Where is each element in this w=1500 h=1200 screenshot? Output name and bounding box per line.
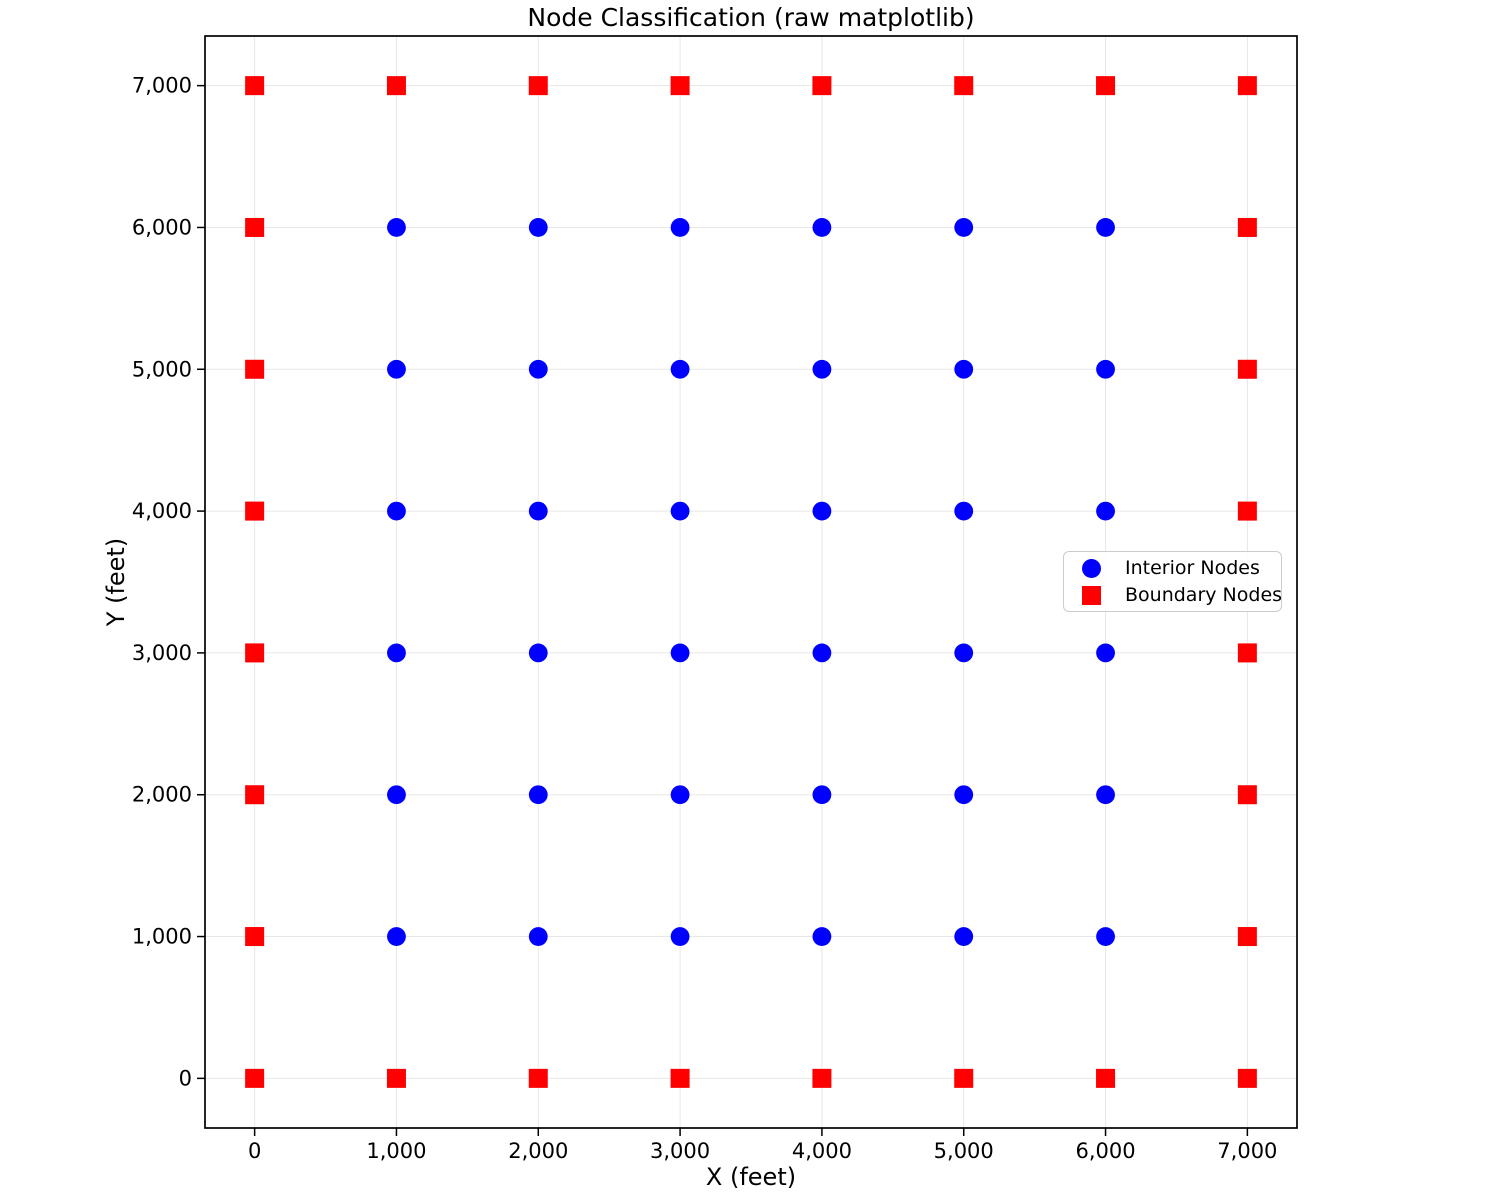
data-point: [528, 218, 548, 237]
data-point: [245, 1068, 265, 1088]
axis-ticks: [197, 84, 1249, 1136]
data-point: [1096, 359, 1115, 379]
data-point: [1237, 359, 1257, 379]
data-point: [528, 76, 548, 96]
x-tick-label: 5,000: [934, 1139, 994, 1163]
x-tick-label: 7,000: [1217, 1139, 1277, 1163]
data-point: [1096, 643, 1115, 663]
data-point: [812, 927, 832, 946]
data-point: [1237, 501, 1257, 521]
data-point: [245, 501, 265, 521]
tick-labels: 0 1,000 2,000 3,000 4,000 5,000 6,000 7,000 0 1,0…: [132, 74, 1278, 1163]
data-point: [386, 1068, 406, 1088]
y-tick-label: 3,000: [132, 641, 192, 665]
data-point: [387, 785, 406, 805]
data-point: [812, 359, 832, 379]
data-point: [670, 927, 690, 946]
x-axis-label: X (feet): [705, 1163, 797, 1191]
data-point: [387, 927, 406, 946]
data-point: [812, 1068, 832, 1088]
legend-label-interior-nodes: Interior Nodes: [1125, 557, 1260, 579]
data-point: [528, 1068, 548, 1088]
data-point: [954, 643, 974, 663]
data-point: [1237, 217, 1257, 237]
data-point: [245, 359, 265, 379]
data-point: [528, 785, 548, 805]
y-tick-label: 1,000: [132, 925, 192, 949]
grid-lines: [205, 36, 1297, 1128]
series-boundary-nodes: [245, 76, 1257, 1088]
data-point: [670, 501, 690, 521]
data-point: [1096, 218, 1115, 237]
x-tick-label: 0: [248, 1139, 261, 1163]
data-point: [1096, 501, 1115, 521]
series-interior-nodes: [387, 218, 1115, 946]
data-point: [1237, 643, 1257, 663]
x-tick-label: 6,000: [1075, 1139, 1135, 1163]
data-point: [245, 927, 265, 947]
x-tick-label: 4,000: [792, 1139, 852, 1163]
data-point: [670, 218, 690, 237]
data-point: [387, 501, 406, 521]
interior-nodes-circle-icon: [1082, 558, 1101, 578]
y-tick-label: 4,000: [132, 499, 192, 523]
data-point: [245, 217, 265, 237]
data-point: [1237, 927, 1257, 947]
data-point: [1096, 1068, 1116, 1088]
y-tick-label: 2,000: [132, 783, 192, 807]
data-point: [528, 501, 548, 521]
x-tick-label: 2,000: [508, 1139, 568, 1163]
legend-item-interior-nodes: Interior Nodes: [1082, 555, 1281, 582]
data-point: [812, 218, 832, 237]
data-point: [670, 643, 690, 663]
data-point: [812, 785, 832, 805]
legend-label-boundary-nodes: Boundary Nodes: [1125, 584, 1283, 606]
data-point: [670, 76, 690, 96]
legend: Interior Nodes Boundary Nodes: [1063, 551, 1282, 612]
data-point: [954, 1068, 974, 1088]
data-point: [386, 76, 406, 96]
legend-item-boundary-nodes: Boundary Nodes: [1082, 582, 1283, 609]
data-point: [245, 785, 265, 805]
data-point: [812, 643, 832, 663]
data-point: [954, 927, 974, 946]
data-point: [387, 359, 406, 379]
data-point: [387, 643, 406, 663]
data-point: [670, 359, 690, 379]
data-point: [1237, 76, 1257, 96]
data-point: [1096, 76, 1116, 96]
chart-title: Node Classification (raw matplotlib): [527, 3, 975, 32]
data-point: [812, 501, 832, 521]
data-point: [245, 76, 265, 96]
data-point: [528, 359, 548, 379]
data-point: [1237, 1068, 1257, 1088]
data-point: [528, 927, 548, 946]
data-point: [1237, 785, 1257, 805]
data-point: [387, 218, 406, 237]
y-tick-label: 5,000: [132, 357, 192, 381]
data-point: [954, 785, 974, 805]
data-point: [670, 1068, 690, 1088]
y-tick-label: 0: [179, 1066, 192, 1090]
boundary-nodes-square-icon: [1082, 585, 1101, 605]
data-point: [1096, 927, 1115, 946]
axes-spines: [204, 35, 1298, 1129]
x-tick-label: 1,000: [366, 1139, 426, 1163]
data-point: [954, 218, 974, 237]
data-point: [528, 643, 548, 663]
y-tick-label: 6,000: [132, 215, 192, 239]
data-point: [954, 501, 974, 521]
data-point: [812, 76, 832, 96]
data-point: [670, 785, 690, 805]
x-tick-label: 3,000: [650, 1139, 710, 1163]
data-point: [954, 359, 974, 379]
data-point: [954, 76, 974, 96]
data-point: [245, 643, 265, 663]
data-point: [1096, 785, 1115, 805]
y-axis-label: Y (feet): [102, 537, 130, 627]
y-tick-label: 7,000: [132, 74, 192, 98]
